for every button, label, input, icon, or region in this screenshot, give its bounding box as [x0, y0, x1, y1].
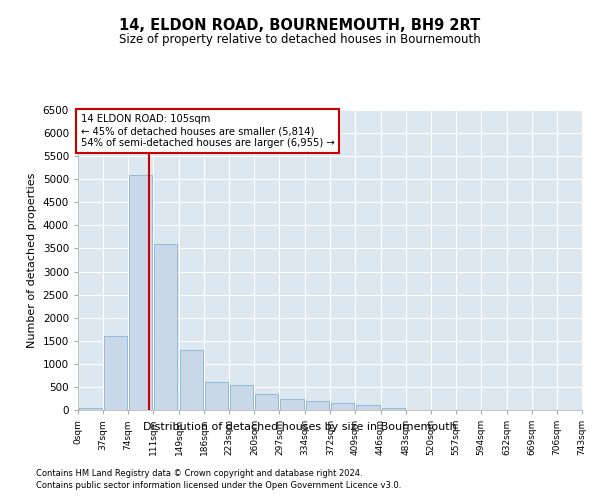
Y-axis label: Number of detached properties: Number of detached properties [27, 172, 37, 348]
Bar [79, 408, 102, 410]
Bar [382, 408, 404, 410]
Text: 14, ELDON ROAD, BOURNEMOUTH, BH9 2RT: 14, ELDON ROAD, BOURNEMOUTH, BH9 2RT [119, 18, 481, 32]
Bar [154, 244, 178, 410]
Text: Contains HM Land Registry data © Crown copyright and database right 2024.: Contains HM Land Registry data © Crown c… [36, 468, 362, 477]
Bar [205, 382, 228, 410]
Text: 14 ELDON ROAD: 105sqm
← 45% of detached houses are smaller (5,814)
54% of semi-d: 14 ELDON ROAD: 105sqm ← 45% of detached … [80, 114, 334, 148]
Bar [256, 394, 278, 410]
Bar [331, 403, 355, 410]
Text: Size of property relative to detached houses in Bournemouth: Size of property relative to detached ho… [119, 32, 481, 46]
Text: Distribution of detached houses by size in Bournemouth: Distribution of detached houses by size … [143, 422, 457, 432]
Bar [280, 400, 304, 410]
Text: Contains public sector information licensed under the Open Government Licence v3: Contains public sector information licen… [36, 481, 401, 490]
Bar [129, 174, 152, 410]
Bar [230, 384, 253, 410]
Bar [305, 401, 329, 410]
Bar [356, 406, 380, 410]
Bar [104, 336, 127, 410]
Bar [180, 350, 203, 410]
